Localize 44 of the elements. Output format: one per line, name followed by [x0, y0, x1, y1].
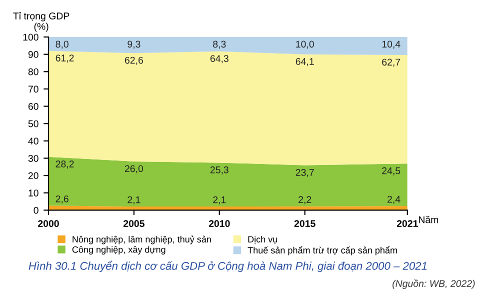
data-label: 64,3 — [210, 55, 228, 64]
x-tick-label: 2010 — [208, 220, 230, 228]
x-tick-label: 2000 — [38, 220, 59, 228]
data-label: 25,3 — [210, 166, 228, 174]
y-tick-label: 10 — [28, 190, 38, 196]
data-label: 2,1 — [128, 196, 140, 204]
y-tick-label: 80 — [28, 68, 38, 76]
data-label: 9,3 — [128, 40, 140, 49]
data-label: 64,1 — [296, 58, 314, 66]
data-label: 2,4 — [388, 196, 400, 204]
data-label: 2,6 — [56, 195, 68, 204]
text: Hình 30.1 Chuyển dịch cơ cấu GDP ở Cộng hoà Nam Phi, giai đoạn 2000 – 2021 — [28, 260, 427, 272]
x-tick-label: 2015 — [294, 220, 316, 228]
data-label: 62,7 — [382, 58, 400, 67]
data-label: 62,6 — [124, 56, 143, 65]
y-tick-label: 90 — [28, 51, 38, 58]
legend-label: Công nghiệp, xây dựng — [72, 246, 166, 255]
text: (Nguồn: WB, 2022) — [392, 279, 475, 289]
y-tick-label: 30 — [28, 154, 38, 162]
data-label: 8,0 — [56, 40, 68, 49]
y-tick-label: 20 — [28, 172, 38, 180]
data-label: 10,0 — [296, 40, 314, 49]
y-tick-label: 40 — [28, 138, 38, 145]
data-label: 24,5 — [382, 167, 400, 176]
legend-label: Thuế sản phẩm trừ trợ cấp sản phẩm — [248, 246, 397, 256]
legend-label: Nông nghiệp, lâm nghiệp, thuỷ sản — [72, 236, 211, 244]
data-label: 61,2 — [56, 54, 74, 63]
x-tick-label: 2005 — [123, 220, 144, 228]
y-axis-title: Tỉ trọng GDP (%) — [13, 12, 70, 32]
data-label: 2,1 — [213, 196, 226, 204]
legend-label: Dịch vụ — [248, 236, 278, 244]
data-label: 8,3 — [213, 40, 226, 49]
x-tick-label: 2021 — [396, 220, 418, 228]
data-label: 2,2 — [298, 196, 312, 204]
data-label: 28,2 — [56, 160, 74, 169]
y-tick-label: 0 — [34, 206, 38, 214]
data-label: 23,7 — [296, 169, 314, 178]
x-axis-title: Năm — [418, 216, 438, 224]
data-label: 10,4 — [382, 40, 400, 49]
y-tick-label: 70 — [28, 86, 38, 93]
data-label: 26,0 — [124, 165, 144, 174]
y-tick-label: 60 — [28, 103, 38, 110]
y-tick-label: 100 — [23, 34, 38, 41]
y-tick-label: 50 — [28, 120, 38, 128]
